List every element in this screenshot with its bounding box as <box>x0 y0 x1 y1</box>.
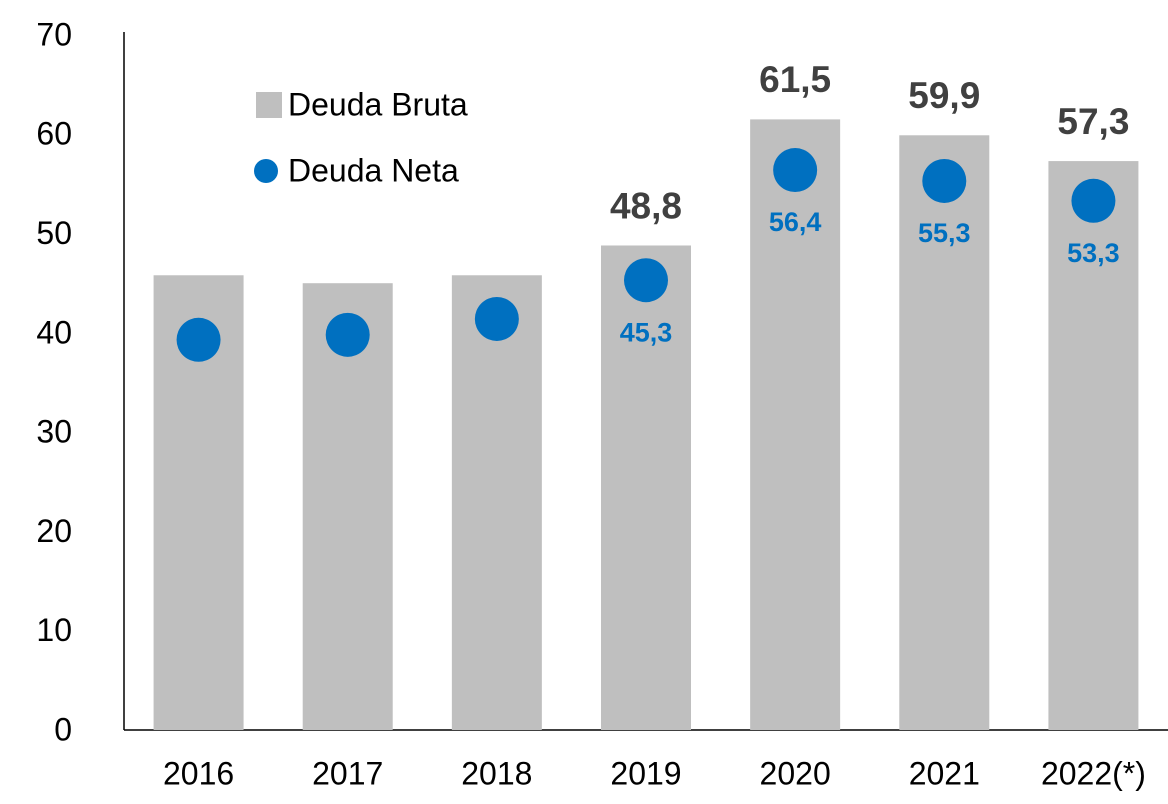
legend-label: Deuda Bruta <box>288 86 468 122</box>
bar-value-label: 59,9 <box>908 75 980 116</box>
y-tick-label: 20 <box>36 513 72 549</box>
bar <box>750 119 841 730</box>
y-tick-label: 50 <box>36 215 72 251</box>
bar <box>601 245 691 730</box>
dot <box>474 296 519 341</box>
legend-label: Deuda Neta <box>288 152 459 188</box>
y-tick-label: 30 <box>36 414 72 450</box>
dot <box>176 317 221 362</box>
dot <box>1071 178 1116 223</box>
y-tick-label: 40 <box>36 314 72 350</box>
legend-swatch <box>256 92 282 118</box>
dot <box>624 258 668 303</box>
dot-value-label: 45,3 <box>620 317 673 347</box>
bar-value-label: 61,5 <box>759 59 831 100</box>
legend-swatch <box>254 159 278 183</box>
dot-value-label: 53,3 <box>1067 238 1120 268</box>
x-tick-label: 2020 <box>760 755 831 791</box>
y-tick-label: 70 <box>36 16 72 52</box>
bar-value-label: 48,8 <box>610 185 682 226</box>
x-tick-label: 2022(*) <box>1041 755 1146 791</box>
dot-value-label: 55,3 <box>918 218 971 248</box>
bar <box>899 135 990 730</box>
bar <box>302 283 393 730</box>
x-tick-label: 2016 <box>163 755 234 791</box>
y-tick-label: 10 <box>36 612 72 648</box>
y-tick-label: 0 <box>54 711 72 747</box>
x-tick-label: 2018 <box>461 755 532 791</box>
x-tick-label: 2019 <box>610 755 681 791</box>
dot-value-label: 56,4 <box>769 207 822 237</box>
dot <box>773 148 818 193</box>
y-tick-label: 60 <box>36 116 72 152</box>
bar <box>451 275 542 730</box>
bar-value-label: 57,3 <box>1057 101 1129 142</box>
x-tick-label: 2021 <box>909 755 980 791</box>
dot <box>325 312 370 357</box>
x-tick-label: 2017 <box>312 755 383 791</box>
dot <box>922 158 967 203</box>
bar <box>1048 161 1139 731</box>
